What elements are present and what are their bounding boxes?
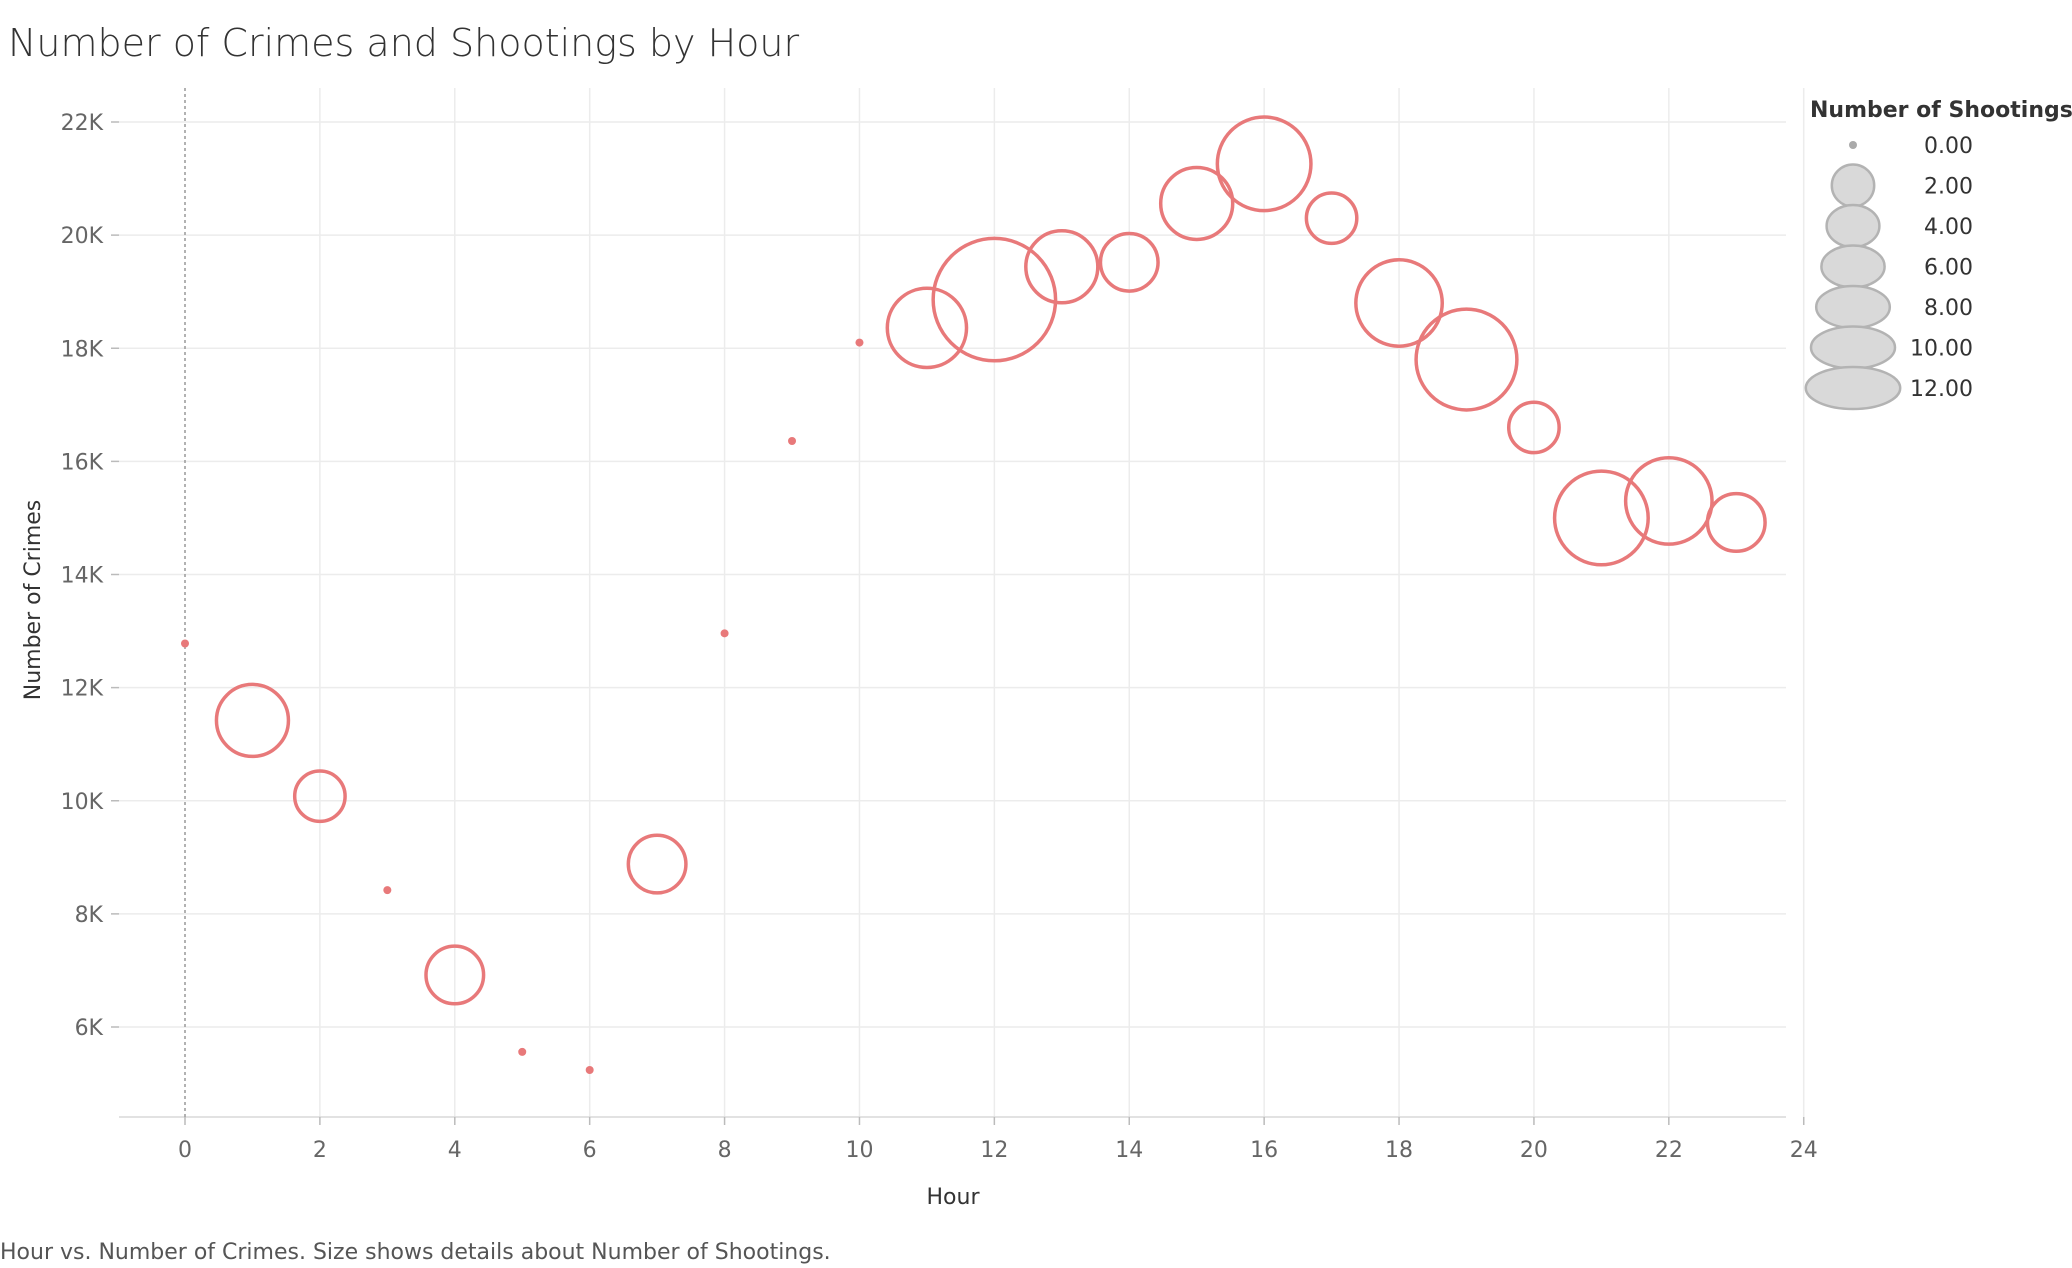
data-point (931, 236, 1058, 363)
x-axis-label: Hour (927, 1185, 981, 1210)
legend-size-label: 0.00 (1924, 134, 1973, 159)
legend-size-marker (1825, 203, 1881, 249)
data-point (1354, 258, 1444, 348)
data-point (1506, 400, 1561, 455)
x-tick-label: 18 (1385, 1138, 1413, 1163)
x-tick-label: 2 (313, 1138, 327, 1163)
data-point (626, 833, 688, 895)
data-point (214, 682, 291, 759)
data-point (1552, 469, 1650, 567)
data-point (518, 1047, 527, 1056)
y-tick-label: 16K (61, 450, 104, 475)
legend-size-label: 6.00 (1924, 256, 1973, 281)
x-tick-label: 14 (1115, 1138, 1143, 1163)
legend-size-marker (1809, 325, 1897, 370)
x-tick-label: 12 (980, 1138, 1008, 1163)
legend-size-marker (1804, 365, 1902, 411)
x-tick-label: 24 (1790, 1138, 1818, 1163)
grid (119, 88, 1805, 1118)
data-point (1158, 165, 1235, 242)
chart-caption: Hour vs. Number of Crimes. Size shows de… (0, 1240, 831, 1265)
x-tick-label: 4 (448, 1138, 462, 1163)
data-point (292, 769, 347, 824)
data-point (1414, 307, 1519, 412)
data-point (1623, 456, 1714, 546)
legend-size-label: 4.00 (1924, 215, 1973, 240)
legend-size-label: 8.00 (1924, 296, 1973, 321)
data-point (424, 944, 486, 1006)
y-tick-label: 20K (61, 224, 104, 249)
x-tick-label: 0 (178, 1138, 192, 1163)
chart-title: Number of Crimes and Shootings by Hour (8, 21, 800, 65)
y-tick-label: 12K (61, 677, 104, 702)
legend-size-label: 2.00 (1924, 175, 1973, 200)
y-tick-label: 8K (75, 903, 104, 928)
data-point (383, 886, 392, 895)
size-legend: Number of Shootings 0.00 2.00 4.00 6.00 8.00… (1804, 98, 2072, 411)
legend-size-marker (1814, 284, 1892, 330)
legend-size-marker (1830, 163, 1876, 208)
y-tick-label: 6K (75, 1016, 104, 1041)
data-point (1304, 191, 1359, 246)
data-point (788, 437, 797, 446)
data-points (181, 115, 1767, 1074)
x-axis-ticks: 0 2 4 6 8 10 12 14 16 18 20 22 24 (178, 1117, 1818, 1163)
y-tick-label: 18K (61, 337, 104, 362)
data-point (181, 639, 189, 648)
x-tick-label: 10 (845, 1138, 873, 1163)
x-tick-label: 16 (1250, 1138, 1278, 1163)
data-point (1705, 491, 1767, 554)
legend-title: Number of Shootings (1810, 98, 2072, 123)
x-tick-label: 6 (583, 1138, 597, 1163)
legend-size-label: 10.00 (1910, 337, 1973, 362)
y-axis-label: Number of Crimes (21, 500, 46, 701)
data-point (1098, 231, 1160, 293)
data-point (1215, 115, 1313, 213)
data-point (855, 338, 864, 347)
legend-size-label: 12.00 (1910, 377, 1973, 402)
data-point (1024, 229, 1100, 305)
legend-size-marker (1820, 244, 1886, 289)
data-point (885, 286, 969, 370)
data-point (720, 629, 729, 638)
y-axis-ticks: 6K 8K 10K 12K 14K 16K 18K 20K 22K (61, 111, 119, 1041)
y-tick-label: 22K (61, 111, 104, 136)
y-tick-label: 14K (61, 564, 104, 589)
y-tick-label: 10K (61, 790, 104, 815)
x-tick-label: 8 (718, 1138, 732, 1163)
x-tick-label: 20 (1520, 1138, 1548, 1163)
data-point (585, 1065, 594, 1074)
x-tick-label: 22 (1655, 1138, 1683, 1163)
legend-size-marker (1849, 141, 1857, 149)
